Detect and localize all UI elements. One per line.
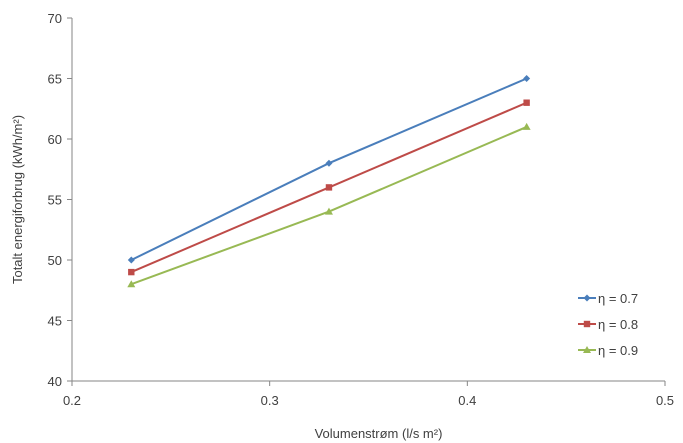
axes — [67, 17, 666, 386]
data-point — [324, 207, 333, 215]
x-axis-label: Volumenstrøm (l/s m²) — [315, 426, 443, 441]
y-tick-label: 70 — [48, 11, 62, 26]
legend-marker — [583, 294, 591, 302]
legend-label: η = 0.8 — [598, 317, 638, 332]
legend-label: η = 0.7 — [598, 291, 638, 306]
tick-labels: 40 45 50 55 60 65 70 0.2 0.3 0.4 0.5 — [48, 11, 675, 408]
legend-item: η = 0.8 — [578, 317, 638, 332]
legend-marker — [583, 346, 591, 353]
data-point — [325, 159, 333, 167]
data-point — [523, 75, 531, 82]
legend: η = 0.7 η = 0.8 η = 0.9 — [578, 291, 638, 358]
data-point — [128, 268, 135, 276]
series-3 — [127, 122, 531, 288]
y-tick-label: 45 — [48, 314, 62, 329]
data-point — [523, 99, 530, 106]
y-tick-label: 50 — [48, 253, 62, 268]
series-1 — [127, 75, 531, 264]
data-point — [325, 184, 333, 191]
legend-label: η = 0.9 — [598, 343, 638, 358]
data-point — [127, 256, 135, 264]
series-line — [130, 77, 528, 261]
legend-marker — [583, 320, 591, 328]
y-axis-label: Totalt energiforbrug (kWh/m²) — [10, 115, 25, 284]
series-line — [130, 125, 528, 286]
legend-item: η = 0.7 — [578, 291, 638, 306]
x-tick-label: 0.2 — [63, 393, 81, 408]
series-group — [127, 75, 531, 288]
y-tick-label: 55 — [48, 193, 62, 208]
y-tick-label: 40 — [48, 374, 62, 389]
data-point — [522, 122, 531, 130]
y-tick-label: 65 — [48, 72, 62, 87]
x-tick-label: 0.4 — [458, 393, 476, 408]
x-tick-label: 0.5 — [656, 393, 674, 408]
legend-item: η = 0.9 — [578, 343, 638, 358]
x-tick-label: 0.3 — [261, 393, 279, 408]
data-point — [127, 280, 136, 288]
y-tick-label: 60 — [48, 132, 62, 147]
series-2 — [128, 99, 530, 276]
